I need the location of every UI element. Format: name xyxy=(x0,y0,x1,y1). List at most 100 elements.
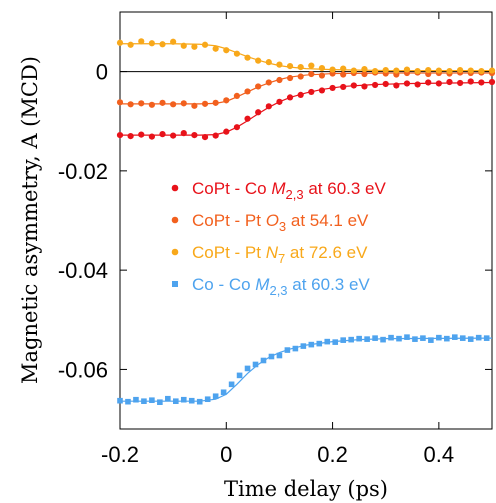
data-point xyxy=(403,66,411,73)
data-point xyxy=(265,103,272,110)
data-point xyxy=(204,396,211,403)
data-point xyxy=(414,67,421,75)
data-point xyxy=(244,365,251,372)
data-point xyxy=(488,67,496,74)
data-point xyxy=(148,101,155,108)
data-point xyxy=(180,42,187,49)
data-point xyxy=(459,335,466,341)
data-point xyxy=(393,82,400,89)
data-point xyxy=(292,345,299,352)
data-point xyxy=(340,65,347,72)
data-point xyxy=(180,396,187,403)
data-point xyxy=(201,41,209,48)
data-point xyxy=(318,72,326,79)
data-point xyxy=(265,59,272,66)
data-point xyxy=(233,92,241,99)
data-point xyxy=(170,101,177,108)
legend-label: CoPt - Pt O3 at 54.1 eV xyxy=(192,211,369,234)
data-point xyxy=(191,43,198,50)
data-point xyxy=(420,335,426,341)
data-point xyxy=(117,397,123,404)
data-point xyxy=(452,334,458,340)
data-point xyxy=(467,67,474,74)
data-point xyxy=(457,66,464,74)
y-axis-title: Magnetic asymmetry, A (MCD) xyxy=(18,56,42,384)
data-point xyxy=(116,99,124,106)
data-point xyxy=(340,71,347,78)
data-point xyxy=(324,338,331,345)
data-point xyxy=(348,336,354,343)
data-point xyxy=(127,41,134,48)
data-point xyxy=(159,41,166,48)
data-point xyxy=(350,82,357,89)
data-point xyxy=(340,83,347,91)
data-point xyxy=(361,65,368,73)
data-point xyxy=(478,67,485,75)
data-point xyxy=(201,100,209,107)
data-point xyxy=(244,115,251,122)
data-point xyxy=(276,352,283,359)
data-point xyxy=(297,64,304,71)
x-tick-label: 0.2 xyxy=(317,442,348,467)
data-point xyxy=(188,397,195,404)
data-point xyxy=(244,88,251,95)
data-point xyxy=(412,336,418,342)
data-point xyxy=(478,79,485,86)
data-point xyxy=(308,70,315,78)
data-point xyxy=(393,67,400,74)
data-point xyxy=(196,398,203,405)
y-tick-label: -0.04 xyxy=(58,258,108,283)
data-point xyxy=(223,97,230,104)
data-point xyxy=(276,98,283,105)
data-point xyxy=(371,81,379,89)
data-point xyxy=(141,398,147,404)
legend-label: Co - Co M2,3 at 60.3 eV xyxy=(192,275,370,298)
data-point xyxy=(170,132,177,139)
data-point xyxy=(361,70,368,78)
legend-marker xyxy=(172,281,178,287)
data-point xyxy=(446,78,453,86)
data-point xyxy=(364,336,370,342)
data-point xyxy=(396,335,402,342)
data-point xyxy=(223,47,230,54)
data-point xyxy=(180,100,187,107)
data-point xyxy=(255,57,262,64)
data-point xyxy=(475,334,482,341)
data-point xyxy=(127,101,134,108)
data-point xyxy=(191,102,198,109)
data-point xyxy=(382,80,389,88)
y-tick-label: 0 xyxy=(96,60,108,85)
data-point xyxy=(265,79,272,86)
data-point xyxy=(488,78,496,86)
data-point xyxy=(159,99,166,106)
data-point xyxy=(308,88,315,96)
legend-marker xyxy=(171,248,179,256)
data-point xyxy=(403,80,411,87)
data-point xyxy=(382,66,389,74)
data-point xyxy=(436,334,442,341)
data-point xyxy=(157,399,163,405)
data-point xyxy=(276,76,283,84)
data-point xyxy=(212,45,219,52)
data-point xyxy=(350,67,357,74)
data-point xyxy=(212,393,219,400)
x-tick-label: -0.2 xyxy=(101,442,139,467)
data-point xyxy=(212,132,219,139)
data-point xyxy=(170,38,177,45)
data-point xyxy=(255,83,262,90)
series-fit-line xyxy=(120,81,493,136)
data-point xyxy=(329,66,336,73)
data-point xyxy=(159,131,166,138)
data-point xyxy=(483,335,490,341)
data-point xyxy=(300,343,307,349)
legend-marker xyxy=(171,216,179,224)
data-point xyxy=(425,66,432,74)
data-point xyxy=(428,337,434,343)
data-point xyxy=(212,99,219,106)
data-point xyxy=(201,134,209,141)
data-point xyxy=(191,132,198,139)
data-point xyxy=(467,336,474,342)
data-point xyxy=(361,83,368,90)
data-point xyxy=(457,79,464,87)
